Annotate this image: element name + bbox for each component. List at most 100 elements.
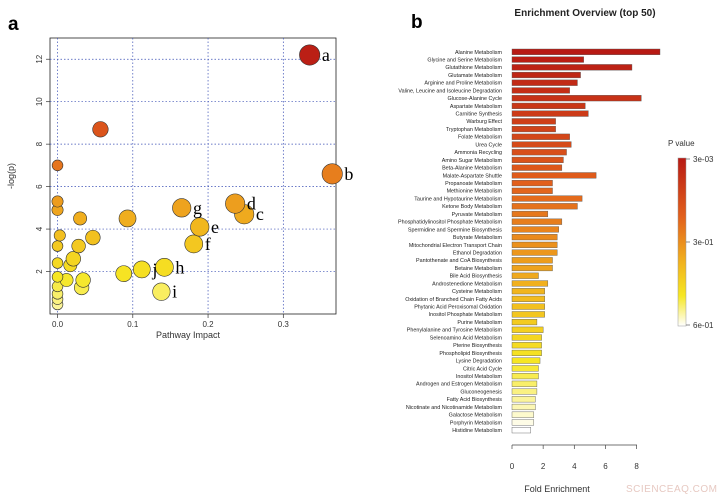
enrichment-bar [511, 388, 538, 395]
enrichment-bar [511, 149, 567, 156]
pathway-label: Citric Acid Cycle [463, 366, 502, 372]
bubble-x-tick-label: 0.0 [52, 320, 64, 329]
enrichment-bar [511, 210, 549, 218]
pathway-label: Inositol Metabolism [456, 374, 503, 380]
enrichment-bar [511, 226, 559, 233]
enrichment-bar-panel: Enrichment Overview (top 50) Alanine Met… [398, 8, 714, 494]
bubble-chart-panel: 0.0 0.1 0.2 0.3 2 4 6 8 10 12 ij h fe c g d b a Pathway … [6, 37, 353, 340]
pathway-label: Warburg Effect [466, 119, 502, 125]
enrichment-bar [511, 203, 578, 210]
bubble-point [321, 163, 343, 185]
pathway-label: Tryptophan Metabolism [446, 127, 503, 133]
enrichment-bar [511, 373, 539, 380]
enrichment-bar [511, 272, 539, 279]
pathway-label: Phytanic Acid Peroxisomal Oxidation [414, 305, 502, 311]
pathway-label: Beta-Alanine Metabolism [442, 166, 502, 172]
pathway-label: Malate-Aspartate Shuttle [443, 173, 502, 179]
pathway-label: Phosphatidylinositol Phosphate Metabolis… [398, 220, 502, 226]
pathway-label: Selenoamino Acid Metabolism [430, 335, 503, 341]
pathway-label: Methionine Metabolism [447, 189, 503, 195]
enrichment-bar [511, 403, 536, 411]
pathway-label: Nicotinate and Nicotinamide Metabolism [406, 405, 503, 411]
enrichment-bar [511, 79, 578, 86]
enrichment-bar [511, 95, 642, 102]
legend-label-mid: 3e-01 [693, 238, 714, 247]
enrichment-x-tick-label: 6 [603, 462, 608, 471]
bubble-point [299, 44, 321, 66]
enrichment-bar [511, 342, 542, 349]
pathway-label: Phenylalanine and Tyrosine Metabolism [407, 328, 503, 334]
bubble-point [51, 240, 64, 252]
enrichment-axis-ticks: 0 2 4 6 8 [510, 445, 639, 471]
pathway-label: Bile Acid Biosynthesis [450, 274, 503, 280]
bubble-grid [50, 38, 336, 314]
pathway-label: Propanoate Metabolism [445, 181, 502, 187]
bubble-axis-ticks: 0.0 0.1 0.2 0.3 2 4 6 8 10 12 [35, 54, 289, 329]
pathway-label: Glutathione Metabolism [445, 65, 502, 71]
enrichment-bar [511, 295, 545, 302]
enrichment-bar [511, 357, 541, 364]
pathway-label: Valine, Leucine and Isoleucine Degradati… [398, 88, 502, 94]
enrichment-bar [511, 311, 545, 318]
bubble-point [155, 257, 174, 277]
bubble-y-axis-title: -log(p) [6, 163, 16, 189]
enrichment-bar [511, 349, 542, 356]
bubble-point [71, 238, 86, 254]
enrichment-bar [511, 71, 581, 79]
bubble-label-a: a [322, 45, 330, 65]
pathway-label: Phospholipid Biosynthesis [439, 351, 502, 357]
bubble-x-tick-label: 0.1 [127, 320, 139, 329]
bubble-labels: ij h fe c g d b a [151, 45, 353, 302]
bubble-point [85, 229, 101, 246]
legend-title: P value [668, 139, 695, 148]
watermark: SCIENCEAQ.COM [626, 484, 718, 495]
enrichment-x-tick-label: 0 [510, 462, 515, 471]
pathway-label: Urea Cycle [475, 142, 502, 148]
pathway-label: Carnitine Synthesis [456, 112, 503, 118]
bubble-point [51, 271, 64, 283]
enrichment-bar [511, 156, 564, 163]
bubble-point [172, 198, 192, 218]
pathway-label: Oxidation of Branched Chain Fatty Acids [405, 297, 502, 303]
enrichment-bar [511, 427, 531, 434]
bubble-point [53, 229, 66, 242]
bubble-point [190, 217, 210, 237]
bubble-y-tick-label: 4 [35, 226, 44, 231]
pathway-label: Folate Metabolism [458, 135, 503, 141]
enrichment-bar [511, 102, 586, 109]
enrichment-bar [511, 48, 661, 55]
enrichment-bar [511, 288, 545, 295]
enrichment-bar [511, 419, 535, 426]
enrichment-bar [511, 264, 553, 272]
enrichment-bar [511, 187, 553, 194]
pathway-label: Spermidine and Spermine Biosynthesis [408, 227, 502, 233]
enrichment-bar [511, 141, 572, 148]
enrichment-bar [511, 118, 556, 125]
bubble-label-b: b [344, 164, 353, 184]
enrichment-x-tick-label: 4 [572, 462, 577, 471]
pathway-label: Glycine and Serine Metabolism [427, 57, 502, 63]
bubble-points [51, 44, 343, 311]
enrichment-bar [511, 87, 570, 94]
pathway-label: Cysteine Metabolism [452, 289, 503, 295]
bubble-y-tick-label: 10 [35, 97, 44, 106]
enrichment-bar [511, 172, 597, 179]
enrichment-bar [511, 126, 556, 133]
pathway-label: Ammonia Recycling [454, 150, 502, 156]
enrichment-bar [511, 64, 633, 71]
pathway-label: Pyruvate Metabolism [452, 212, 503, 218]
bubble-point [51, 257, 64, 269]
enrichment-bar [511, 411, 535, 418]
enrichment-bar [511, 319, 538, 326]
enrichment-bars [511, 48, 661, 434]
enrichment-bar [511, 133, 570, 140]
bubble-x-axis-title: Pathway Impact [156, 330, 221, 340]
enrichment-bar [511, 303, 545, 310]
bubble-x-tick-label: 0.3 [278, 320, 290, 329]
pathway-label: Pantothenate and CoA Biosynthesis [416, 258, 502, 264]
pathway-label: Mitochondrial Electron Transport Chain [409, 243, 502, 249]
bubble-point [225, 193, 246, 214]
enrichment-bar [511, 380, 538, 387]
bubble-point [115, 265, 133, 283]
bubble-point [92, 121, 109, 138]
